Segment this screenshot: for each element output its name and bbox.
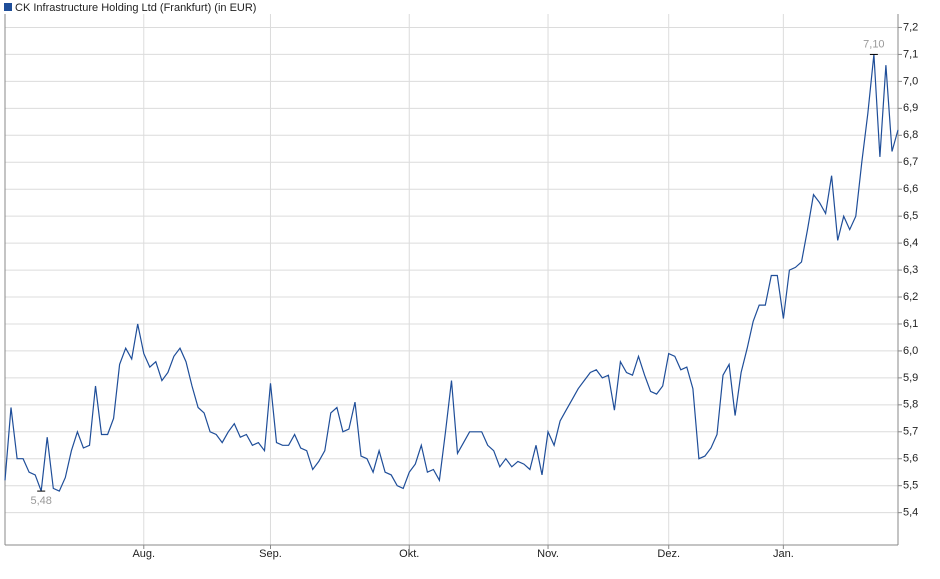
y-tick-label: 7,2 bbox=[903, 21, 918, 33]
x-tick-label: Nov. bbox=[537, 548, 559, 560]
x-tick-label: Sep. bbox=[259, 548, 282, 560]
x-tick-label: Okt. bbox=[399, 548, 419, 560]
x-tick-label: Dez. bbox=[657, 548, 680, 560]
x-tick-label: Aug. bbox=[132, 548, 155, 560]
y-tick-label: 6,1 bbox=[903, 318, 918, 330]
y-tick-label: 6,3 bbox=[903, 264, 918, 276]
extreme-label: 5,48 bbox=[30, 495, 51, 507]
y-tick-label: 7,1 bbox=[903, 48, 918, 60]
y-tick-label: 6,0 bbox=[903, 345, 918, 357]
y-tick-label: 5,6 bbox=[903, 453, 918, 465]
y-tick-label: 6,8 bbox=[903, 129, 918, 141]
extreme-label: 7,10 bbox=[863, 38, 884, 50]
y-tick-label: 6,7 bbox=[903, 156, 918, 168]
y-tick-label: 6,2 bbox=[903, 291, 918, 303]
y-tick-label: 6,9 bbox=[903, 102, 918, 114]
y-tick-label: 5,5 bbox=[903, 480, 918, 492]
legend-label: CK Infrastructure Holding Ltd (Frankfurt… bbox=[15, 2, 256, 14]
y-tick-label: 5,7 bbox=[903, 426, 918, 438]
y-tick-label: 7,0 bbox=[903, 75, 918, 87]
x-tick-label: Jan. bbox=[773, 548, 794, 560]
y-tick-label: 5,4 bbox=[903, 507, 918, 519]
y-tick-label: 6,6 bbox=[903, 183, 918, 195]
y-tick-label: 5,9 bbox=[903, 372, 918, 384]
y-tick-label: 6,5 bbox=[903, 210, 918, 222]
legend-swatch bbox=[4, 3, 12, 11]
price-line bbox=[4, 54, 899, 492]
y-tick-label: 6,4 bbox=[903, 237, 918, 249]
y-tick-label: 5,8 bbox=[903, 399, 918, 411]
